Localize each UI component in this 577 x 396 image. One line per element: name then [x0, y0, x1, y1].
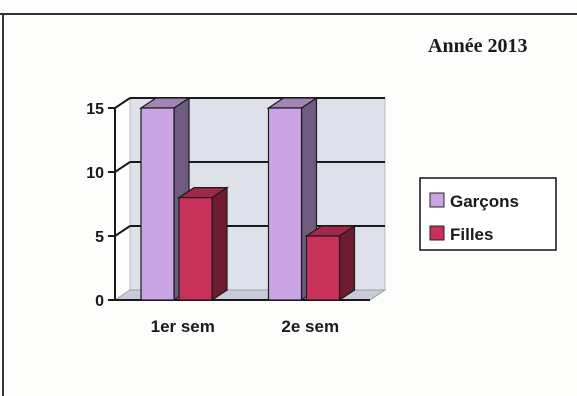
bar-front [140, 107, 175, 301]
legend-swatch-filles [429, 225, 445, 241]
chart-title: Année 2013 [428, 35, 527, 57]
legend-label-filles: Filles [450, 225, 493, 244]
y-axis-ticks: 0 5 10 15 [86, 101, 115, 310]
y-tick-label-10: 10 [86, 165, 104, 182]
bar-side [211, 186, 228, 302]
bar-front [267, 107, 303, 301]
gridline-side-5 [114, 225, 131, 237]
gridline-side-10 [114, 161, 131, 173]
bar-Garçons-2e sem [266, 96, 319, 302]
y-tick-label-15: 15 [86, 101, 104, 118]
bar-front [305, 235, 341, 301]
x-category-label-1: 2e sem [281, 317, 339, 336]
legend: Garçons Filles [419, 177, 557, 251]
bar-Filles-1er sem [177, 186, 229, 302]
bar-side [338, 224, 356, 302]
x-axis-categories: 1er sem 2e sem [151, 317, 339, 336]
legend-swatch-garcons [429, 192, 445, 208]
gridline-side-15 [114, 97, 131, 109]
x-category-label-0: 1er sem [151, 317, 215, 336]
bar-front [178, 197, 213, 301]
y-tick-label-5: 5 [95, 229, 104, 246]
bar-Filles-2e sem [304, 224, 357, 302]
legend-label-garcons: Garçons [450, 192, 519, 211]
bar-Garçons-1er sem [139, 96, 191, 302]
bars [139, 96, 357, 302]
y-tick-label-0: 0 [95, 293, 104, 310]
